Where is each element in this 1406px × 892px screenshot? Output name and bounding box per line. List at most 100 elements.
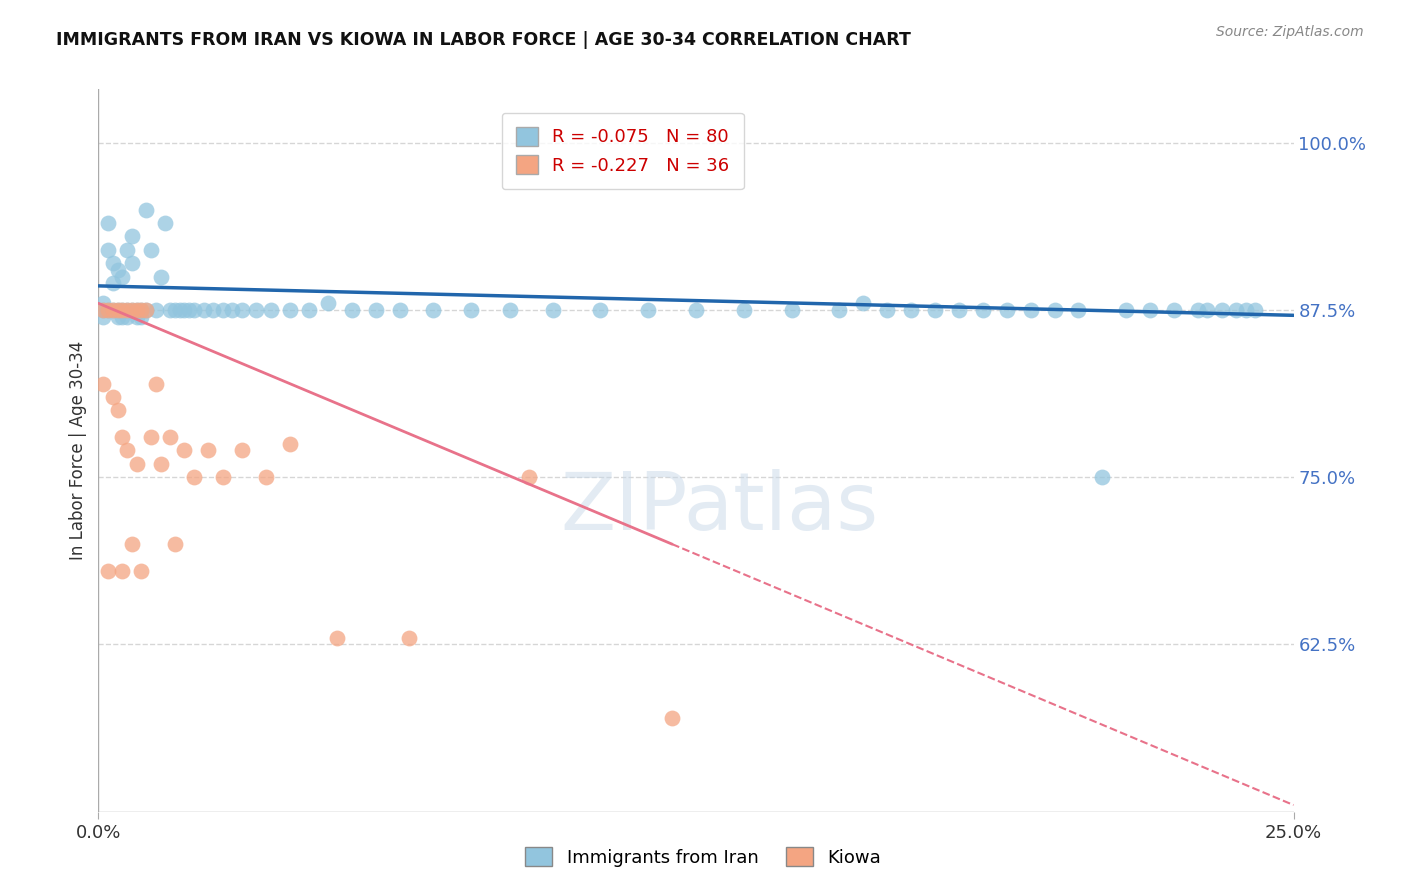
Point: [97, 216, 120, 230]
Point: [211, 303, 233, 318]
Point: [924, 303, 946, 318]
Point: [1211, 303, 1233, 318]
Point: [91, 310, 114, 324]
Point: [316, 296, 339, 310]
Point: [1067, 303, 1090, 318]
Point: [388, 303, 411, 318]
Text: ZIPatlas: ZIPatlas: [561, 469, 879, 548]
Point: [780, 303, 803, 318]
Point: [97, 303, 120, 318]
Point: [173, 303, 195, 318]
Point: [828, 303, 851, 318]
Point: [948, 303, 970, 318]
Y-axis label: In Labor Force | Age 30-34: In Labor Force | Age 30-34: [69, 341, 87, 560]
Point: [107, 310, 129, 324]
Point: [111, 430, 134, 444]
Point: [139, 430, 162, 444]
Point: [149, 457, 172, 471]
Point: [145, 303, 167, 318]
Point: [211, 470, 233, 484]
Point: [221, 303, 243, 318]
Point: [121, 303, 143, 318]
Point: [972, 303, 994, 318]
Point: [183, 303, 205, 318]
Point: [107, 403, 129, 417]
Point: [135, 202, 157, 217]
Point: [91, 303, 114, 318]
Point: [231, 443, 253, 458]
Point: [91, 376, 114, 391]
Legend: R = -0.075   N = 80, R = -0.227   N = 36: R = -0.075 N = 80, R = -0.227 N = 36: [502, 112, 744, 189]
Point: [111, 303, 134, 318]
Point: [121, 537, 143, 551]
Point: [326, 631, 349, 645]
Point: [278, 303, 301, 318]
Point: [163, 303, 186, 318]
Point: [107, 303, 129, 318]
Point: [125, 303, 148, 318]
Point: [1019, 303, 1042, 318]
Point: [131, 303, 153, 318]
Point: [115, 303, 138, 318]
Point: [155, 216, 177, 230]
Point: [245, 303, 267, 318]
Point: [121, 229, 143, 244]
Point: [131, 564, 153, 578]
Point: [1244, 303, 1267, 318]
Point: [364, 303, 387, 318]
Point: [1197, 303, 1219, 318]
Point: [149, 269, 172, 284]
Point: [202, 303, 225, 318]
Point: [101, 277, 124, 291]
Point: [91, 303, 114, 318]
Point: [637, 303, 659, 318]
Point: [460, 303, 482, 318]
Point: [254, 470, 277, 484]
Point: [685, 303, 707, 318]
Point: [900, 303, 922, 318]
Point: [125, 457, 148, 471]
Point: [498, 303, 520, 318]
Point: [661, 711, 683, 725]
Point: [852, 296, 875, 310]
Point: [101, 303, 124, 318]
Point: [135, 303, 157, 318]
Point: [111, 564, 134, 578]
Point: [183, 470, 205, 484]
Point: [107, 262, 129, 277]
Point: [398, 631, 420, 645]
Point: [1234, 303, 1257, 318]
Point: [159, 303, 181, 318]
Point: [876, 303, 898, 318]
Point: [1091, 470, 1114, 484]
Point: [97, 303, 120, 318]
Point: [91, 296, 114, 310]
Point: [1043, 303, 1066, 318]
Point: [231, 303, 253, 318]
Point: [101, 303, 124, 318]
Point: [111, 303, 134, 318]
Point: [131, 310, 153, 324]
Point: [115, 243, 138, 257]
Point: [115, 303, 138, 318]
Point: [340, 303, 363, 318]
Point: [1115, 303, 1137, 318]
Point: [179, 303, 201, 318]
Point: [541, 303, 564, 318]
Point: [145, 376, 167, 391]
Text: IMMIGRANTS FROM IRAN VS KIOWA IN LABOR FORCE | AGE 30-34 CORRELATION CHART: IMMIGRANTS FROM IRAN VS KIOWA IN LABOR F…: [56, 31, 911, 49]
Point: [159, 430, 181, 444]
Point: [1163, 303, 1185, 318]
Point: [163, 537, 186, 551]
Point: [173, 443, 195, 458]
Point: [1139, 303, 1161, 318]
Point: [101, 256, 124, 270]
Point: [517, 470, 540, 484]
Point: [193, 303, 215, 318]
Legend: Immigrants from Iran, Kiowa: Immigrants from Iran, Kiowa: [517, 840, 889, 874]
Point: [135, 303, 157, 318]
Point: [1225, 303, 1247, 318]
Point: [278, 436, 301, 450]
Point: [125, 310, 148, 324]
Point: [101, 390, 124, 404]
